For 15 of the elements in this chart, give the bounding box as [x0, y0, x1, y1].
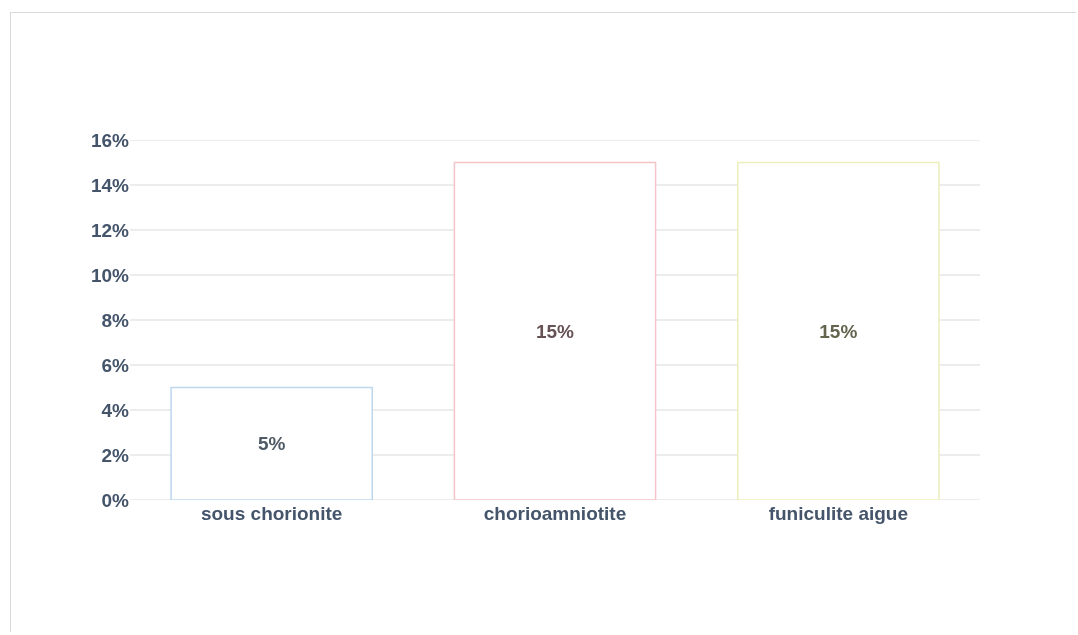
y-tick-label: 0% [101, 489, 130, 511]
data-label: 5% [257, 433, 286, 455]
data-label: 15% [535, 320, 575, 342]
y-tick-label: 4% [101, 399, 130, 421]
x-tick-label: sous chorionite [200, 503, 343, 524]
x-tick-label: funiculite aigue [768, 503, 909, 524]
y-tick-label: 14% [90, 174, 130, 196]
y-tick-label: 12% [90, 219, 130, 241]
y-tick-label: 8% [101, 309, 130, 331]
data-label: 15% [819, 320, 858, 342]
y-tick-label: 10% [90, 264, 130, 286]
y-tick-label: 6% [101, 354, 130, 376]
y-tick-label: 2% [101, 444, 130, 466]
x-tick-label: chorioamniotite [483, 503, 627, 524]
y-tick-label: 16% [90, 129, 130, 151]
